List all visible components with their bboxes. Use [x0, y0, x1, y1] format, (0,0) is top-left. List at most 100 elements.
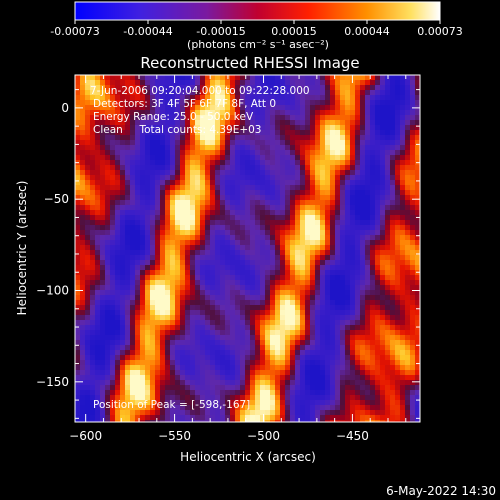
heatmap-cell: [365, 180, 370, 185]
heatmap-cell: [395, 130, 400, 135]
heatmap-cell: [355, 405, 360, 410]
heatmap-cell: [105, 340, 110, 345]
heatmap-cell: [365, 185, 370, 190]
heatmap-cell: [385, 410, 390, 415]
heatmap-cell: [315, 410, 320, 415]
heatmap-cell: [140, 165, 145, 170]
heatmap-cell: [310, 250, 315, 255]
heatmap-cell: [375, 375, 380, 380]
heatmap-cell: [345, 280, 350, 285]
heatmap-cell: [195, 105, 200, 110]
heatmap-cell: [75, 80, 80, 85]
heatmap-cell: [345, 245, 350, 250]
heatmap-cell: [370, 205, 375, 210]
heatmap-cell: [380, 265, 385, 270]
heatmap-cell: [75, 365, 80, 370]
heatmap-cell: [95, 290, 100, 295]
heatmap-cell: [410, 115, 415, 120]
heatmap-cell: [185, 135, 190, 140]
heatmap-cell: [315, 215, 320, 220]
heatmap-cell: [90, 350, 95, 355]
heatmap-cell: [180, 195, 185, 200]
heatmap-cell: [245, 285, 250, 290]
heatmap-cell: [265, 195, 270, 200]
heatmap-cell: [130, 405, 135, 410]
heatmap-cell: [360, 260, 365, 265]
heatmap-cell: [125, 315, 130, 320]
heatmap-cell: [210, 100, 215, 105]
heatmap-cell: [340, 170, 345, 175]
heatmap-cell: [140, 415, 145, 420]
heatmap-cell: [295, 125, 300, 130]
heatmap-cell: [140, 385, 145, 390]
heatmap-cell: [260, 315, 265, 320]
heatmap-cell: [75, 140, 80, 145]
heatmap-cell: [215, 80, 220, 85]
heatmap-cell: [240, 185, 245, 190]
heatmap-cell: [185, 170, 190, 175]
heatmap-cell: [155, 90, 160, 95]
heatmap-cell: [155, 220, 160, 225]
heatmap-cell: [130, 115, 135, 120]
heatmap-cell: [215, 205, 220, 210]
heatmap-cell: [125, 260, 130, 265]
heatmap-cell: [230, 100, 235, 105]
heatmap-cell: [355, 280, 360, 285]
heatmap-cell: [270, 80, 275, 85]
heatmap-cell: [300, 280, 305, 285]
heatmap-cell: [115, 260, 120, 265]
heatmap-cell: [100, 175, 105, 180]
heatmap-cell: [410, 260, 415, 265]
heatmap-cell: [415, 335, 420, 340]
heatmap-cell: [295, 325, 300, 330]
heatmap-cell: [145, 305, 150, 310]
heatmap-cell: [360, 140, 365, 145]
heatmap-cell: [230, 335, 235, 340]
heatmap-cell: [130, 345, 135, 350]
heatmap-cell: [90, 340, 95, 345]
heatmap-cell: [245, 365, 250, 370]
heatmap-cell: [300, 90, 305, 95]
heatmap-cell: [75, 355, 80, 360]
heatmap-cell: [130, 265, 135, 270]
heatmap-cell: [355, 190, 360, 195]
heatmap-cell: [150, 235, 155, 240]
heatmap-cell: [245, 380, 250, 385]
heatmap-cell: [85, 410, 90, 415]
heatmap-cell: [350, 370, 355, 375]
heatmap-cell: [190, 380, 195, 385]
heatmap-cell: [185, 405, 190, 410]
heatmap-cell: [305, 375, 310, 380]
heatmap-cell: [235, 315, 240, 320]
heatmap-cell: [175, 185, 180, 190]
heatmap-cell: [310, 375, 315, 380]
heatmap-cell: [325, 415, 330, 420]
heatmap-cell: [375, 385, 380, 390]
heatmap-cell: [380, 295, 385, 300]
heatmap-cell: [220, 265, 225, 270]
heatmap-cell: [180, 320, 185, 325]
heatmap-cell: [275, 120, 280, 125]
x-tick-label: −550: [158, 429, 191, 443]
heatmap-cell: [370, 410, 375, 415]
heatmap-cell: [240, 235, 245, 240]
heatmap-cell: [195, 245, 200, 250]
heatmap-cell: [300, 80, 305, 85]
heatmap-cell: [135, 395, 140, 400]
heatmap-cell: [305, 125, 310, 130]
heatmap-cell: [175, 375, 180, 380]
heatmap-cell: [330, 125, 335, 130]
heatmap-cell: [350, 385, 355, 390]
heatmap-cell: [95, 215, 100, 220]
heatmap-cell: [350, 160, 355, 165]
heatmap-cell: [190, 230, 195, 235]
heatmap-cell: [110, 270, 115, 275]
heatmap-cell: [405, 280, 410, 285]
heatmap-cell: [325, 210, 330, 215]
heatmap-cell: [235, 105, 240, 110]
heatmap-cell: [140, 320, 145, 325]
heatmap-cell: [305, 150, 310, 155]
heatmap-cell: [205, 250, 210, 255]
heatmap-cell: [165, 230, 170, 235]
